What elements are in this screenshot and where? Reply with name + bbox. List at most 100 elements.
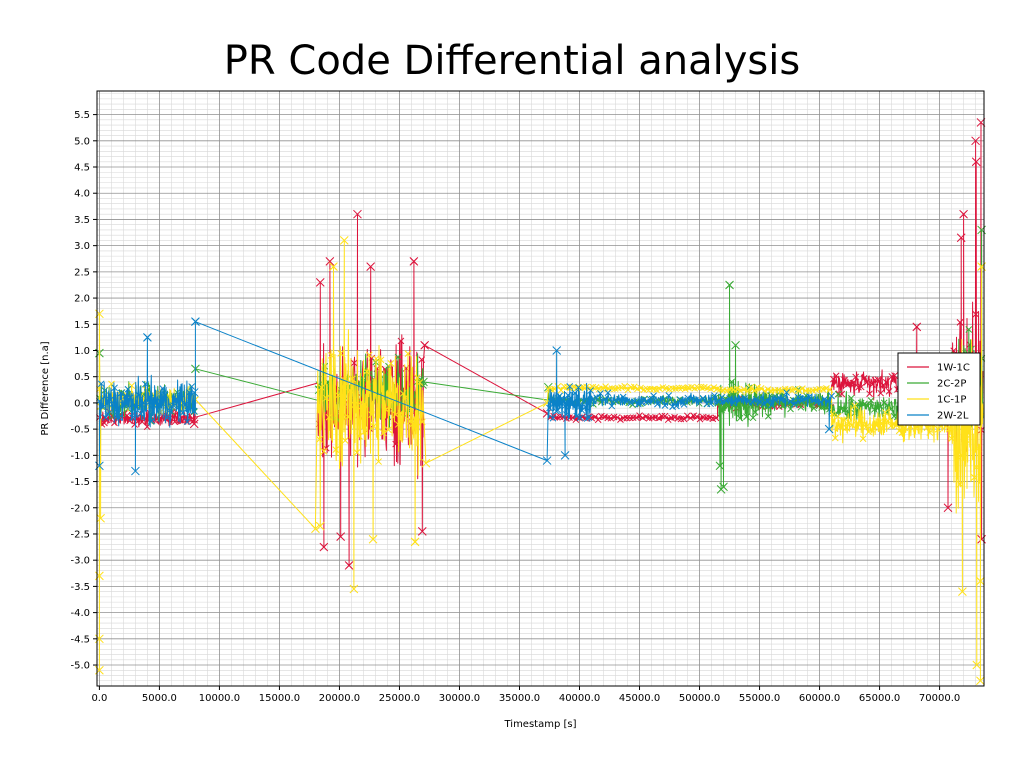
data-point-marker — [349, 584, 359, 594]
data-point-marker — [602, 383, 609, 390]
y-tick-label: 5.0 — [74, 136, 90, 147]
data-point-marker — [736, 414, 744, 422]
data-point-marker — [356, 432, 363, 440]
data-point-marker — [126, 394, 134, 401]
data-point-marker — [315, 521, 325, 531]
data-point-marker — [366, 262, 376, 271]
y-tick-label: -3.5 — [70, 582, 90, 593]
data-point-marker — [688, 395, 695, 403]
data-point-marker — [587, 387, 594, 394]
data-point-marker — [864, 402, 872, 410]
data-point-marker — [597, 390, 604, 397]
data-point-marker — [972, 660, 982, 670]
data-point-marker — [411, 538, 419, 546]
series-line-2w-2l — [98, 321, 833, 472]
x-tick-label: 20000.0 — [319, 693, 360, 704]
data-point-marker — [764, 386, 772, 393]
data-point-marker — [549, 414, 557, 422]
data-point-marker — [877, 389, 885, 397]
data-point-marker — [627, 399, 635, 407]
data-point-marker — [974, 445, 982, 452]
data-point-marker — [716, 462, 724, 470]
y-axis-ticks: -5.0 -4.5 -4.0 -3.5 -3.0 -2.5 -2.0 -1.5 -1.0 -0.5… — [70, 110, 97, 672]
plot-frame — [96, 90, 985, 687]
data-point-marker — [409, 420, 417, 428]
data-point-marker — [976, 676, 985, 686]
data-point-marker — [377, 356, 385, 364]
y-tick-label: 4.0 — [74, 189, 90, 200]
series-2c-2p — [95, 225, 986, 494]
data-point-marker — [855, 383, 862, 391]
data-point-marker — [756, 399, 764, 406]
data-point-marker — [365, 351, 373, 359]
data-point-marker — [311, 524, 320, 534]
data-point-marker — [102, 414, 110, 421]
y-tick-label: -4.5 — [70, 634, 90, 645]
data-point-marker — [731, 340, 740, 350]
data-point-marker — [778, 387, 786, 395]
x-tick-label: 50000.0 — [679, 693, 720, 704]
data-point-marker — [849, 379, 857, 387]
x-tick-label: 55000.0 — [739, 693, 780, 704]
data-point-marker — [120, 401, 127, 409]
data-point-marker — [104, 410, 112, 418]
data-point-marker — [884, 417, 892, 425]
data-point-marker — [343, 413, 350, 421]
data-point-marker — [397, 337, 405, 345]
data-point-marker — [687, 414, 694, 422]
data-point-marker — [330, 263, 337, 270]
data-point-marker — [414, 374, 421, 381]
data-point-marker — [901, 424, 909, 432]
y-tick-label: -1.5 — [70, 477, 90, 488]
data-point-marker — [664, 416, 672, 424]
data-point-marker — [718, 406, 725, 414]
data-point-marker — [573, 412, 581, 420]
data-point-marker — [186, 389, 193, 396]
data-point-marker — [945, 425, 953, 433]
data-point-marker — [868, 381, 876, 388]
data-point-marker — [699, 394, 707, 402]
data-point-marker — [188, 383, 196, 390]
y-tick-label: 3.5 — [74, 215, 90, 226]
data-point-marker — [734, 402, 742, 410]
data-point-marker — [421, 341, 429, 349]
data-point-marker — [956, 233, 966, 243]
data-point-marker — [749, 414, 757, 422]
data-point-marker — [142, 380, 149, 388]
data-point-marker — [131, 466, 140, 476]
data-point-marker — [861, 400, 868, 408]
data-point-marker — [655, 414, 663, 422]
data-point-marker — [707, 400, 714, 408]
x-axis-label: Timestamp [s] — [503, 719, 576, 730]
data-point-marker — [417, 526, 427, 536]
data-point-marker — [954, 453, 962, 461]
data-point-marker — [743, 388, 751, 395]
data-point-marker — [926, 429, 934, 436]
data-point-marker — [810, 404, 818, 412]
data-point-marker — [410, 258, 418, 265]
data-point-marker — [831, 434, 839, 442]
data-point-marker — [161, 391, 169, 399]
y-tick-label: -1.0 — [70, 451, 90, 462]
data-point-marker — [712, 414, 720, 422]
data-point-marker — [190, 407, 198, 415]
data-point-marker — [146, 398, 153, 406]
data-point-marker — [600, 396, 608, 404]
data-point-marker — [912, 424, 920, 432]
data-point-marker — [392, 411, 400, 419]
data-point-marker — [636, 412, 643, 419]
data-point-marker — [582, 403, 589, 411]
data-point-marker — [576, 414, 584, 422]
data-point-marker — [787, 398, 794, 405]
data-point-marker — [882, 378, 890, 386]
data-point-marker — [798, 385, 806, 392]
x-tick-label: 40000.0 — [559, 693, 600, 704]
data-point-marker — [785, 385, 792, 393]
data-point-marker — [323, 394, 330, 402]
data-point-marker — [404, 350, 412, 358]
data-point-marker — [111, 384, 118, 392]
data-point-marker — [339, 383, 347, 391]
data-point-marker — [122, 392, 130, 399]
data-point-marker — [183, 418, 191, 426]
x-tick-label: 10000.0 — [199, 693, 240, 704]
